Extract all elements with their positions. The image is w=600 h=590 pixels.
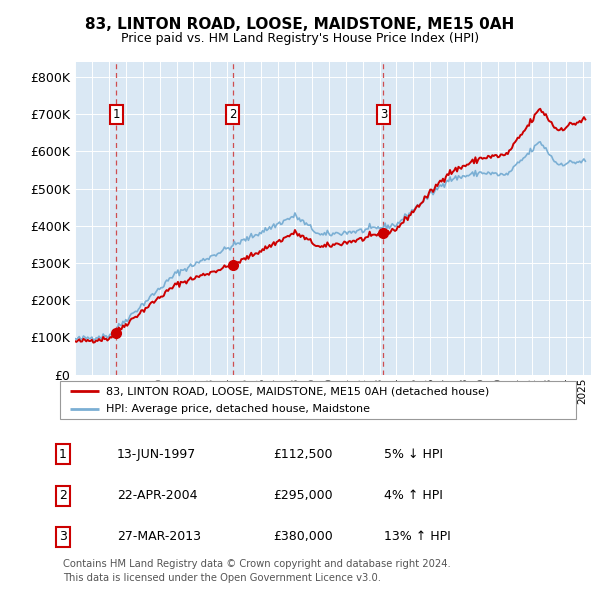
Text: 5% ↓ HPI: 5% ↓ HPI xyxy=(384,448,443,461)
Text: 27-MAR-2013: 27-MAR-2013 xyxy=(117,530,201,543)
Text: 1: 1 xyxy=(59,448,67,461)
Text: HPI: Average price, detached house, Maidstone: HPI: Average price, detached house, Maid… xyxy=(106,404,370,414)
Text: £112,500: £112,500 xyxy=(273,448,332,461)
Text: Price paid vs. HM Land Registry's House Price Index (HPI): Price paid vs. HM Land Registry's House … xyxy=(121,32,479,45)
Text: 4% ↑ HPI: 4% ↑ HPI xyxy=(384,489,443,502)
Text: 2: 2 xyxy=(229,107,236,120)
Text: 83, LINTON ROAD, LOOSE, MAIDSTONE, ME15 0AH: 83, LINTON ROAD, LOOSE, MAIDSTONE, ME15 … xyxy=(85,17,515,31)
Text: 2: 2 xyxy=(59,489,67,502)
Text: 3: 3 xyxy=(59,530,67,543)
Text: 13% ↑ HPI: 13% ↑ HPI xyxy=(384,530,451,543)
Text: 83, LINTON ROAD, LOOSE, MAIDSTONE, ME15 0AH (detached house): 83, LINTON ROAD, LOOSE, MAIDSTONE, ME15 … xyxy=(106,386,490,396)
Text: 22-APR-2004: 22-APR-2004 xyxy=(117,489,197,502)
Text: 3: 3 xyxy=(380,107,387,120)
FancyBboxPatch shape xyxy=(60,381,576,419)
Text: £380,000: £380,000 xyxy=(273,530,333,543)
Text: 1: 1 xyxy=(113,107,120,120)
Text: £295,000: £295,000 xyxy=(273,489,332,502)
Text: Contains HM Land Registry data © Crown copyright and database right 2024.
This d: Contains HM Land Registry data © Crown c… xyxy=(63,559,451,583)
Text: 13-JUN-1997: 13-JUN-1997 xyxy=(117,448,196,461)
